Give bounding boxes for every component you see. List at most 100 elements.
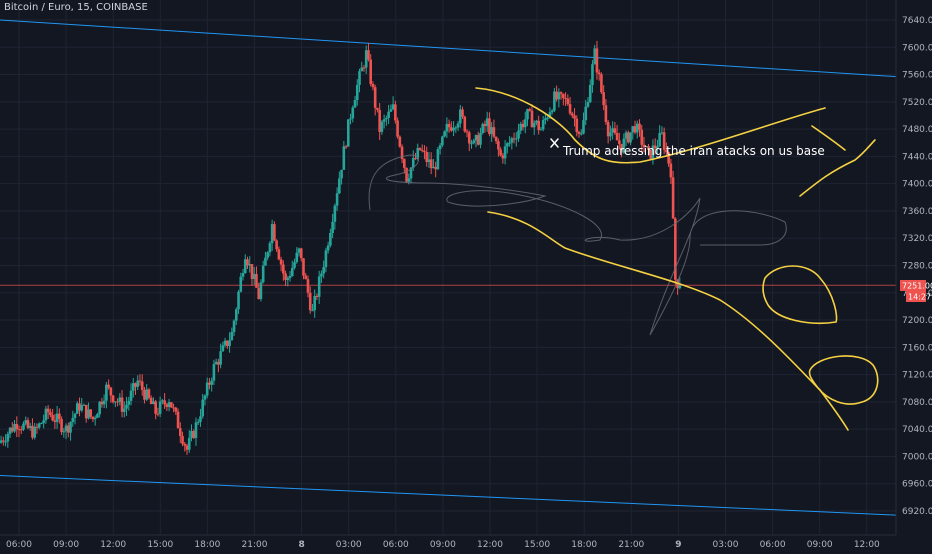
candle-body [13,423,16,432]
candle-body [512,138,516,140]
candle-body [0,440,3,443]
candle-body [217,361,220,365]
candle-body [264,257,267,266]
x-tick-label: 03:00 [713,540,739,550]
candle-body [55,413,59,422]
candle-body [201,399,204,417]
price-axis[interactable]: 6920.00 6960.00 7000.00 7040.00 7080.00 7120.… [895,0,932,550]
x-tick-label: 18:00 [194,540,220,550]
candle-body [474,135,478,141]
x-tick-label: 9 [675,540,681,550]
candle-body [331,221,334,234]
x-tick-label: 06:00 [6,540,32,550]
candle-body [208,382,211,385]
candle-body [452,127,455,131]
candle-body [479,133,482,145]
candle-body [136,380,140,387]
y-tick-label: 7200.00 [902,316,932,326]
candle-body [282,264,285,274]
yellow-drawings [475,87,879,431]
candle-body [315,296,319,298]
y-tick-label: 7320.00 [902,234,932,244]
x-tick-label: 03:00 [336,540,362,550]
candle-body [539,129,543,131]
candle-body [620,143,623,153]
candle-body [548,112,552,118]
candle-body [678,285,682,289]
x-tick-label: 15:00 [147,540,173,550]
candle-body [519,123,523,131]
candle-body [394,104,397,121]
candle-body [42,420,45,424]
time-axis[interactable]: 06:00 09:00 12:00 15:00 18:00 21:00 8 03:00 06:0… [0,534,896,550]
candle-body [241,272,245,277]
candle-body [629,132,632,143]
candle-body [196,421,200,423]
candle-body [376,107,379,110]
candle-body [660,132,664,134]
candle-body [564,98,567,100]
candle-body [152,401,155,405]
candle-body [467,132,471,144]
candle-body [143,389,146,400]
y-tick-label: 7560.00 [902,71,932,81]
candle-body [308,292,312,311]
y-tick-label: 7040.00 [902,425,932,435]
candle-body [644,146,648,148]
candle-body [4,441,7,443]
candle-body [353,99,357,108]
candle-body [212,364,216,381]
candle-body [588,85,592,103]
candle-body [120,397,124,412]
candle-body [161,400,164,402]
candle-body [528,108,532,111]
candle-body [553,91,556,111]
candle-body [582,120,585,134]
candle-body [91,416,95,420]
x-tick-label: 09:00 [430,540,456,550]
candle-body [326,245,330,251]
candle-body [613,128,617,134]
candle-body [396,120,399,137]
x-tick-label: 06:00 [383,540,409,550]
candle-body [667,152,670,164]
candle-body [304,275,308,280]
y-tick-label: 7280.00 [902,262,932,272]
candle-body [656,146,659,149]
candle-body [67,425,70,433]
candle-body [158,401,162,414]
candle-body [299,248,303,259]
candle-body [44,408,48,421]
candle-body [33,426,36,438]
candle-body [243,259,247,273]
y-tick-label: 7120.00 [902,371,932,381]
candle-body [369,59,372,84]
candle-body [190,430,193,438]
candle-body [147,389,151,398]
candle-body [566,98,570,105]
candle-body [526,108,529,120]
candle-body [609,132,612,137]
candle-body [400,146,404,160]
candle-body [80,405,84,411]
candle-body [573,115,576,119]
y-tick-label: 7400.00 [902,180,932,190]
candle-body [46,408,50,413]
candle-body [163,400,166,405]
candle-body [248,264,252,266]
countdown-badge-bg [906,291,926,302]
x-tick-label: 18:00 [571,540,597,550]
candle-body [127,400,131,405]
candle-body [501,155,505,159]
candle-body [476,135,480,145]
candle-body [302,258,305,276]
countdown-badge-value: 14:27 [908,293,931,302]
candle-body [515,138,518,140]
candle-body [270,224,274,244]
y-tick-label: 7360.00 [902,207,932,217]
y-tick-label: 7080.00 [902,398,932,408]
candle-body [584,106,588,121]
candle-body [291,267,294,276]
